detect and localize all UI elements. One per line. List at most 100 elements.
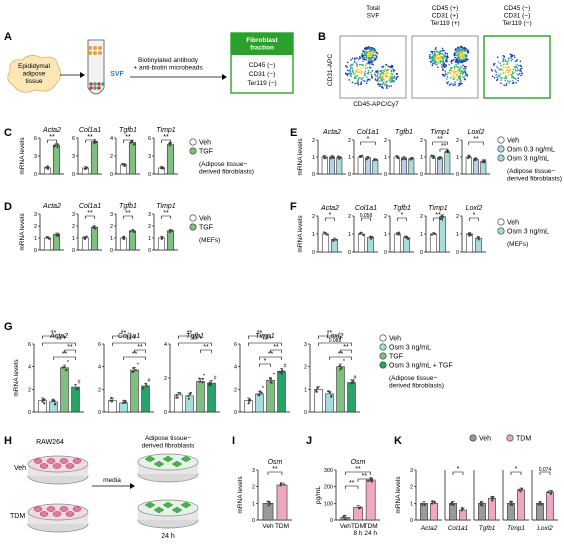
flow-event: [456, 58, 458, 60]
flow-event: [455, 61, 457, 63]
flow-event: [512, 58, 514, 60]
sig-label: **: [362, 473, 368, 480]
flow-event: [357, 82, 359, 84]
flow-event: [447, 76, 449, 78]
sig-label: **: [56, 337, 62, 344]
bar: [420, 503, 427, 520]
flow-event: [445, 74, 447, 76]
flow-event: [389, 75, 391, 77]
data-point: [47, 168, 49, 170]
flow-event: [511, 56, 513, 58]
flow-event: [453, 59, 455, 61]
flow-event: [430, 51, 432, 53]
flow-event: [345, 72, 347, 74]
legend-note: (Adipose tissue− derived fibroblasts): [199, 161, 254, 175]
flow-event: [359, 56, 361, 58]
flow-event: [451, 63, 453, 65]
flow-event: [517, 80, 519, 82]
legend-swatch: [190, 148, 196, 154]
flow-event: [350, 68, 352, 70]
antibody-label: Biotinylated antibody + anti-biotin micro…: [133, 57, 203, 71]
sig-label: **: [67, 344, 73, 351]
y-tick-label: 3: [110, 212, 113, 218]
flow-event: [494, 77, 496, 79]
flow-event: [345, 65, 347, 67]
flow-event: [451, 83, 453, 85]
sig-label: 0.058: [360, 213, 373, 219]
flow-event: [459, 68, 461, 70]
y-tick-label: 6: [234, 342, 237, 348]
flow-event: [366, 76, 368, 78]
panel-letter: A: [4, 31, 12, 43]
data-point: [168, 142, 170, 144]
data-point: [57, 233, 59, 235]
y-tick-label: 0: [312, 172, 315, 178]
flow-event: [520, 75, 522, 77]
arrow-head: [80, 72, 85, 78]
bar: [337, 158, 342, 174]
cell-pellet: [97, 82, 101, 86]
flow-event: [352, 70, 354, 72]
flow-event: [457, 54, 459, 56]
flow-event: [432, 57, 434, 59]
flow-event: [375, 75, 377, 77]
y-tick-label: 3: [72, 212, 75, 218]
flow-event: [458, 85, 460, 87]
data-point: [57, 143, 59, 145]
microbead: [98, 46, 102, 50]
flow-event: [446, 73, 448, 75]
legend-swatch: [380, 344, 386, 350]
flow-event: [368, 55, 370, 57]
data-point: [438, 158, 440, 160]
data-point: [187, 395, 189, 397]
legend-label: TDM: [516, 436, 531, 443]
flow-event: [445, 71, 447, 73]
data-point: [324, 157, 326, 159]
data-point: [176, 394, 178, 396]
data-point: [281, 373, 283, 375]
flow-event: [358, 77, 360, 79]
y-tick-label: 1: [304, 387, 307, 393]
y-tick-label: 6: [148, 136, 151, 142]
flow-event: [464, 79, 466, 81]
flow-xlabel: CD45-APC/Cy7: [353, 101, 399, 108]
bar: [536, 503, 543, 520]
mark-label: #: [147, 378, 151, 384]
data-point: [412, 157, 414, 159]
flow-event: [370, 71, 372, 73]
bar: [546, 493, 553, 521]
bar: [267, 380, 275, 412]
flow-event: [503, 64, 505, 66]
y-tick-label: 0: [304, 410, 307, 416]
flow-event: [446, 60, 448, 62]
flow-event: [369, 57, 371, 59]
flow-event: [360, 72, 362, 74]
flow-event: [360, 64, 362, 66]
y-tick-label: 2: [312, 214, 315, 220]
y-tick-label: 6: [72, 136, 75, 142]
flow-event: [359, 70, 361, 72]
cell-icon: [66, 464, 74, 469]
flow-event: [434, 51, 436, 53]
flow-event: [505, 78, 507, 80]
x-gene-label: Loxl2: [537, 525, 553, 532]
flow-event: [440, 56, 442, 58]
cell-pellet: [97, 86, 101, 90]
flow-event: [450, 73, 452, 75]
cell-icon: [40, 512, 48, 517]
flow-event: [444, 58, 446, 60]
y-tick-label: 3: [72, 154, 75, 160]
y-tick-label: 0: [384, 250, 387, 256]
panel-letter: K: [394, 435, 402, 447]
flow-event: [363, 66, 365, 68]
flow-event: [373, 49, 375, 51]
flow-event: [364, 57, 366, 59]
data-point: [431, 502, 433, 504]
flow-event: [382, 72, 384, 74]
flow-event: [463, 55, 465, 57]
flow-event: [435, 47, 437, 49]
flow-event: [460, 66, 462, 68]
flow-event: [393, 69, 395, 71]
data-point: [342, 515, 344, 517]
data-point: [84, 168, 86, 170]
